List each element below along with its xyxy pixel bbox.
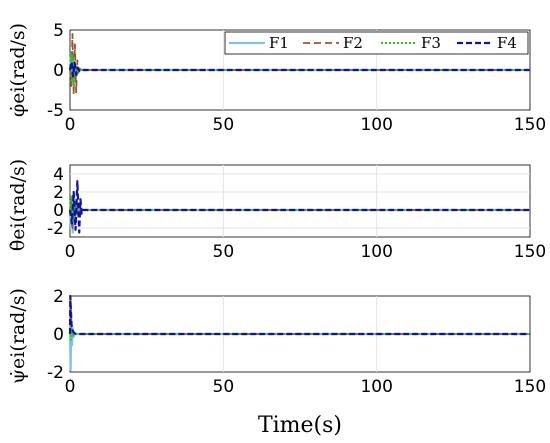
y-tick-label: -5	[47, 101, 64, 121]
legend-label-f1: F1	[269, 34, 289, 52]
x-tick-label: 100	[360, 377, 392, 397]
legend-label-f3: F3	[421, 34, 441, 52]
x-axis-label: Time(s)	[258, 413, 342, 438]
y-tick-label: 0	[53, 201, 64, 221]
y-tick-label: 0	[53, 325, 64, 345]
y-axis-label-1: φ̇ei(rad/s)	[7, 23, 29, 117]
series-1	[68, 33, 530, 95]
legend: F1 F2 F3 F4	[224, 31, 529, 55]
y-tick-label: -2	[47, 363, 64, 383]
x-tick-label: 0	[65, 115, 76, 135]
x-tick-label: 100	[360, 115, 392, 135]
series-3	[68, 294, 530, 372]
x-tick-label: 0	[65, 242, 76, 262]
x-tick-label: 50	[213, 115, 235, 135]
y-tick-label: 2	[53, 183, 64, 203]
x-tick-label: 50	[213, 377, 235, 397]
y-tick-label: 4	[53, 165, 64, 185]
y-axis-label-3: ψ̇ei(rad/s)	[7, 288, 29, 384]
x-tick-label: 150	[514, 242, 546, 262]
y-tick-label: 5	[53, 21, 64, 41]
series-line-f2	[69, 33, 530, 95]
series-line-f3	[69, 192, 530, 224]
y-tick-label: -2	[47, 219, 64, 239]
x-tick-label: 150	[514, 115, 546, 135]
series-line-f4	[68, 180, 530, 234]
series-line-f4	[68, 294, 530, 336]
series-2	[68, 180, 530, 234]
x-tick-label: 0	[65, 377, 76, 397]
plot-area-2	[69, 164, 531, 238]
y-tick-label: 0	[53, 61, 64, 81]
series-line-f4	[68, 60, 530, 78]
legend-label-f2: F2	[343, 34, 363, 52]
x-tick-label: 100	[360, 242, 392, 262]
x-tick-label: 50	[213, 242, 235, 262]
x-tick-label: 150	[514, 377, 546, 397]
legend-label-f4: F4	[497, 34, 517, 52]
legend-box	[224, 31, 529, 55]
y-axis-label-2: θ̇ei(rad/s)	[7, 159, 29, 251]
y-tick-label: 2	[53, 287, 64, 307]
